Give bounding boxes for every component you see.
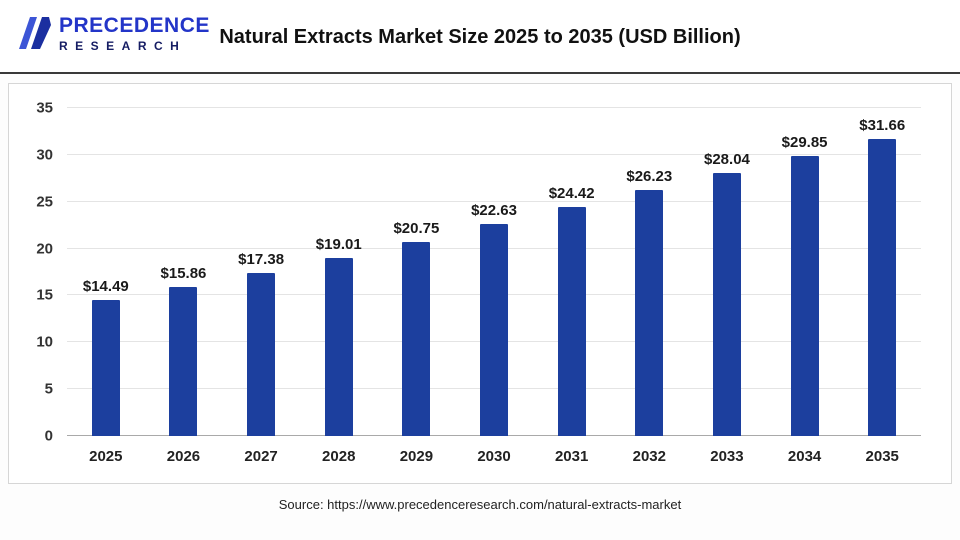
x-tick-label: 2032 [632, 448, 666, 465]
page-title: Natural Extracts Market Size 2025 to 203… [219, 26, 741, 48]
precedence-research-logo: PRECEDENCE RESEARCH [18, 13, 210, 53]
bar-slot: $19.01 [300, 108, 378, 436]
bar-value-label: $26.23 [626, 168, 673, 186]
bar-value-label: $29.85 [781, 134, 828, 152]
x-tick-label: 2035 [865, 448, 899, 465]
bar [402, 241, 431, 436]
bar [790, 156, 819, 436]
bar [324, 257, 353, 436]
chart-panel: 0 5 10 15 20 25 30 35 $14.49 $15.86 $17.38 $19.01 $… [8, 83, 952, 484]
bar-slot: $24.42 [533, 108, 611, 436]
y-axis: 0 5 10 15 20 25 30 35 [15, 100, 67, 445]
bar [247, 273, 276, 436]
bar-value-label: $15.86 [160, 265, 207, 283]
bar-value-label: $17.38 [238, 251, 285, 269]
x-tick-label: 2034 [787, 448, 822, 465]
bar-slot: $29.85 [766, 108, 844, 436]
bar-slot: $17.38 [222, 108, 300, 436]
x-axis: 2025 2026 2027 2028 2029 2030 2031 2032 2033 2034… [67, 436, 921, 473]
gridline [67, 153, 921, 155]
bar [480, 223, 509, 436]
bar-value-label: $14.49 [82, 278, 129, 296]
gridline [67, 107, 921, 108]
bar-value-label: $31.66 [859, 117, 906, 135]
y-tick-label: 25 [36, 193, 53, 211]
bar-slot: $20.75 [378, 108, 456, 436]
x-tick-label: 2029 [399, 448, 434, 465]
bar-value-label: $28.04 [704, 151, 750, 169]
x-tick-label: 2028 [322, 448, 356, 465]
bar-slot: $15.86 [145, 108, 223, 436]
bar-slot: $26.23 [610, 108, 688, 436]
bar-slot: $31.66 [843, 108, 921, 436]
y-tick-label: 5 [44, 380, 53, 398]
y-tick-label: 35 [36, 99, 53, 117]
x-tick-label: 2033 [710, 448, 744, 465]
bar-slot: $14.49 [67, 108, 145, 436]
bars-container: $14.49 $15.86 $17.38 $19.01 $20.75 $22.63 $24.… [67, 108, 921, 436]
bar [169, 287, 198, 436]
logo-line1: PRECEDENCE [59, 14, 210, 37]
bar-value-label: $22.63 [471, 201, 517, 219]
bar-value-label: $24.42 [548, 185, 595, 203]
bar-slot: $22.63 [455, 108, 533, 436]
y-tick-label: 15 [36, 286, 53, 304]
x-tick-label: 2027 [244, 448, 278, 465]
x-tick-label: 2031 [554, 448, 589, 465]
plot-row: 0 5 10 15 20 25 30 35 $14.49 $15.86 $17.38 $19.01 $… [15, 100, 921, 445]
logo-line2: RESEARCH [59, 39, 187, 54]
logo-text: PRECEDENCE RESEARCH [59, 13, 210, 53]
logo-icon [19, 17, 51, 49]
y-tick-label: 0 [44, 427, 53, 445]
source-text: Source: https://www.precedenceresearch.c… [278, 497, 682, 512]
y-tick-label: 20 [36, 240, 53, 258]
x-tick-label: 2025 [89, 448, 123, 465]
gridline [67, 200, 921, 202]
bar [868, 139, 897, 436]
bar [91, 300, 120, 436]
y-tick-label: 30 [36, 146, 53, 164]
bar [712, 173, 741, 436]
x-tick-label: 2026 [166, 448, 201, 465]
bar [557, 207, 586, 436]
x-tick-label: 2030 [477, 448, 511, 465]
bar [635, 190, 664, 436]
bar-slot: $28.04 [688, 108, 766, 436]
y-tick-label: 10 [36, 333, 53, 351]
bar-value-label: $19.01 [315, 235, 362, 253]
bar-value-label: $20.75 [393, 219, 440, 237]
plot-area: $14.49 $15.86 $17.38 $19.01 $20.75 $22.63 $24.… [67, 107, 921, 436]
header: PRECEDENCE RESEARCH Natural Extracts Mar… [0, 0, 960, 74]
